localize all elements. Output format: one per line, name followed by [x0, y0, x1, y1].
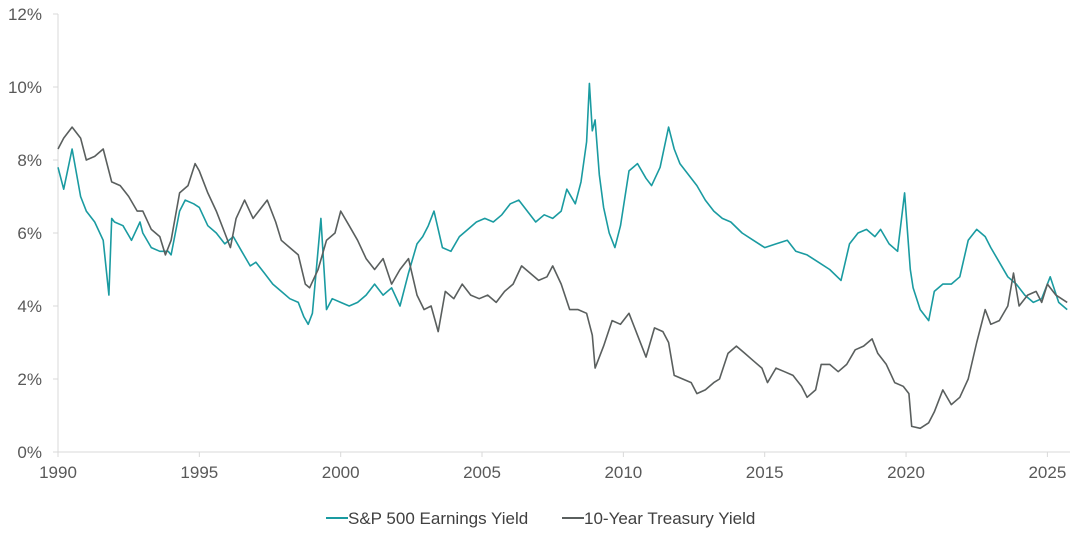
- y-tick-label: 8%: [17, 151, 42, 170]
- y-tick-label: 12%: [8, 5, 42, 24]
- legend-label-s-p-500-earnings-yield: S&P 500 Earnings Yield: [348, 509, 528, 528]
- series-layer: [57, 82, 1068, 430]
- legend-label-10-year-treasury-yield: 10-Year Treasury Yield: [584, 509, 755, 528]
- y-axis: 0% 2% 4% 6% 8% 10% 12%: [8, 5, 59, 462]
- x-tick-label: 2000: [322, 463, 360, 482]
- x-tick-label: 2005: [463, 463, 501, 482]
- legend: S&P 500 Earnings Yield 10-Year Treasury Y…: [326, 509, 755, 528]
- x-tick-label: 1990: [39, 463, 77, 482]
- series-line-10-year-treasury-yield: [57, 126, 1068, 430]
- series-line-s-p-500-earnings-yield: [57, 82, 1068, 326]
- y-tick-label: 4%: [17, 297, 42, 316]
- y-tick-label: 2%: [17, 370, 42, 389]
- x-axis: 1990 1995 2000 2005 2010 2015 2020 2025: [39, 451, 1070, 482]
- x-tick-label: 2020: [887, 463, 925, 482]
- x-tick-label: 2015: [746, 463, 784, 482]
- x-tick-label: 2010: [604, 463, 642, 482]
- y-tick-label: 10%: [8, 78, 42, 97]
- y-tick-label: 6%: [17, 224, 42, 243]
- y-tick-label: 0%: [17, 443, 42, 462]
- x-tick-label: 2025: [1028, 463, 1066, 482]
- x-tick-label: 1995: [180, 463, 218, 482]
